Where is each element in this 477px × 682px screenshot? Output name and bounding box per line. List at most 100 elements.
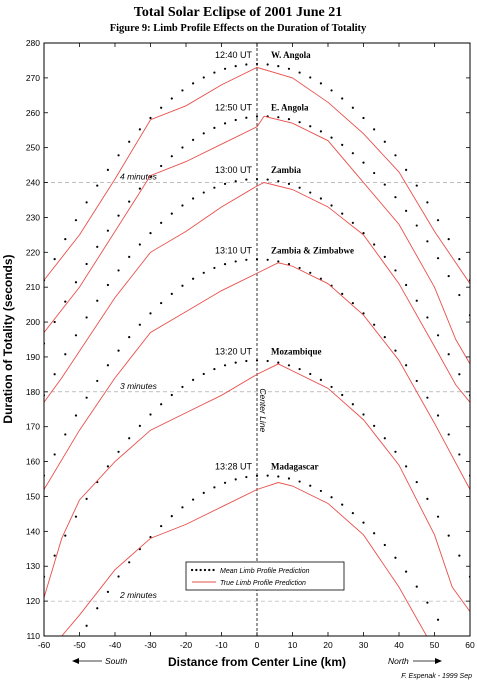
true-profile-line <box>44 182 470 403</box>
y-tick-label: 170 <box>26 422 40 432</box>
true-profile-line <box>61 482 428 636</box>
true-profile-line <box>44 363 470 612</box>
mean-profile-point <box>405 570 408 573</box>
credit-text: F. Espenak - 1999 Sep <box>401 673 472 680</box>
y-tick-label: 160 <box>26 457 40 467</box>
mean-profile-point <box>117 269 120 272</box>
mean-profile-point <box>117 349 120 352</box>
y-tick-label: 240 <box>26 178 40 188</box>
mean-profile-point <box>394 269 397 272</box>
mean-profile-point <box>96 245 99 248</box>
mean-profile-point <box>53 453 56 456</box>
mean-profile-point <box>287 477 291 480</box>
mean-profile-point <box>436 334 440 337</box>
mean-profile-point <box>436 515 440 518</box>
mean-profile-point <box>117 214 120 217</box>
mean-profile-point <box>234 260 237 263</box>
mean-profile-point <box>85 201 88 204</box>
mean-profile-point <box>298 480 301 483</box>
mean-profile-point <box>106 283 109 287</box>
mean-profile-point <box>170 212 173 215</box>
mean-profile-point <box>138 187 141 190</box>
mean-profile-point <box>64 663 66 665</box>
mean-profile-point <box>447 433 450 436</box>
mean-profile-point <box>202 76 205 79</box>
mean-profile-point <box>319 197 322 200</box>
y-axis-label: Duration of Totality (seconds) <box>1 254 15 423</box>
mean-profile-point <box>85 396 88 399</box>
mean-profile-point <box>330 136 333 139</box>
location-place-label: W. Angola <box>271 50 311 60</box>
mean-profile-point <box>351 106 354 109</box>
mean-profile-point <box>138 128 141 131</box>
mean-profile-point <box>96 184 99 187</box>
mean-profile-point <box>426 497 429 500</box>
mean-profile-point <box>234 361 237 364</box>
mean-profile-point <box>287 364 291 367</box>
mean-profile-point <box>160 164 163 168</box>
mean-profile-point <box>245 63 248 66</box>
mean-profile-point <box>436 219 440 222</box>
mean-profile-point <box>170 393 173 397</box>
south-indicator: South <box>72 656 127 666</box>
mean-profile-point <box>298 367 301 371</box>
x-tick-label: 40 <box>394 640 404 650</box>
mean-profile-point <box>74 515 78 518</box>
mean-profile-point <box>266 258 269 261</box>
mean-profile-point <box>245 258 248 261</box>
true-profile-line <box>44 262 470 490</box>
mean-profile-point <box>96 379 99 383</box>
mean-profile-point <box>436 257 440 260</box>
mean-profile-point <box>181 284 184 287</box>
mean-profile-point <box>255 258 259 261</box>
mean-profile-point <box>351 301 354 305</box>
mean-profile-point <box>160 301 163 305</box>
mean-profile-point <box>362 116 365 120</box>
x-axis-ticks: -60 -50 -40 -30 -20 -10 0 10 20 30 40 50 60 <box>38 43 475 650</box>
mean-profile-point <box>383 437 386 440</box>
mean-profile-point <box>245 359 248 363</box>
mean-profile-point <box>213 367 216 371</box>
mean-profile-point <box>106 364 109 367</box>
mean-profile-point <box>160 403 163 406</box>
mean-profile-point <box>458 258 461 261</box>
mean-profile-point <box>106 590 109 593</box>
mean-profile-point <box>245 475 248 479</box>
x-tick-label: -60 <box>38 640 51 650</box>
mean-profile-point <box>277 64 280 68</box>
location-labels: 12:40 UT W. Angola 12:50 UT E. Angola 13:00 … <box>215 50 354 472</box>
chart-subtitle: Figure 9: Limb Profile Effects on the Du… <box>110 23 367 34</box>
location-place-label: Madagascar <box>271 462 319 472</box>
mean-profile-point <box>394 349 397 352</box>
mean-profile-point <box>415 379 418 383</box>
mean-profile-point <box>351 511 354 515</box>
mean-profile-point <box>330 385 333 389</box>
mean-profile-point <box>192 498 195 501</box>
mean-profile-point <box>181 89 184 92</box>
mean-profile-point <box>53 320 56 324</box>
mean-profile-point <box>202 271 205 274</box>
mean-profile-point <box>192 277 195 280</box>
reference-lines: 4 minutes 3 minutes 2 minutes <box>44 172 470 602</box>
mean-profile-point <box>383 140 386 143</box>
mean-profile-point <box>223 122 227 125</box>
mean-profile-point <box>405 283 408 287</box>
mean-profile-point <box>330 496 333 499</box>
location-place-label: Zambia <box>271 165 302 175</box>
x-tick-label: 60 <box>465 640 475 650</box>
mean-profile-point <box>85 497 88 500</box>
mean-profile-point <box>383 543 386 547</box>
mean-profile-point <box>106 229 109 232</box>
legend: Mean Limb Profile Prediction True Limb P… <box>185 561 345 591</box>
mean-profile-point <box>277 180 280 183</box>
y-axis-ticks: 110 120 130 140 150 160 170 180 190 200 210 220 230 2… <box>26 38 470 641</box>
mean-profile-point <box>447 238 450 241</box>
mean-profile-point <box>448 637 450 639</box>
mean-profile-point <box>458 554 461 557</box>
mean-profile-point <box>287 118 291 121</box>
y-tick-label: 150 <box>26 491 40 501</box>
location-time-label: 12:40 UT <box>215 50 253 60</box>
location-place-label: E. Angola <box>271 102 309 112</box>
mean-profile-point <box>202 191 205 194</box>
y-tick-label: 270 <box>26 73 40 83</box>
